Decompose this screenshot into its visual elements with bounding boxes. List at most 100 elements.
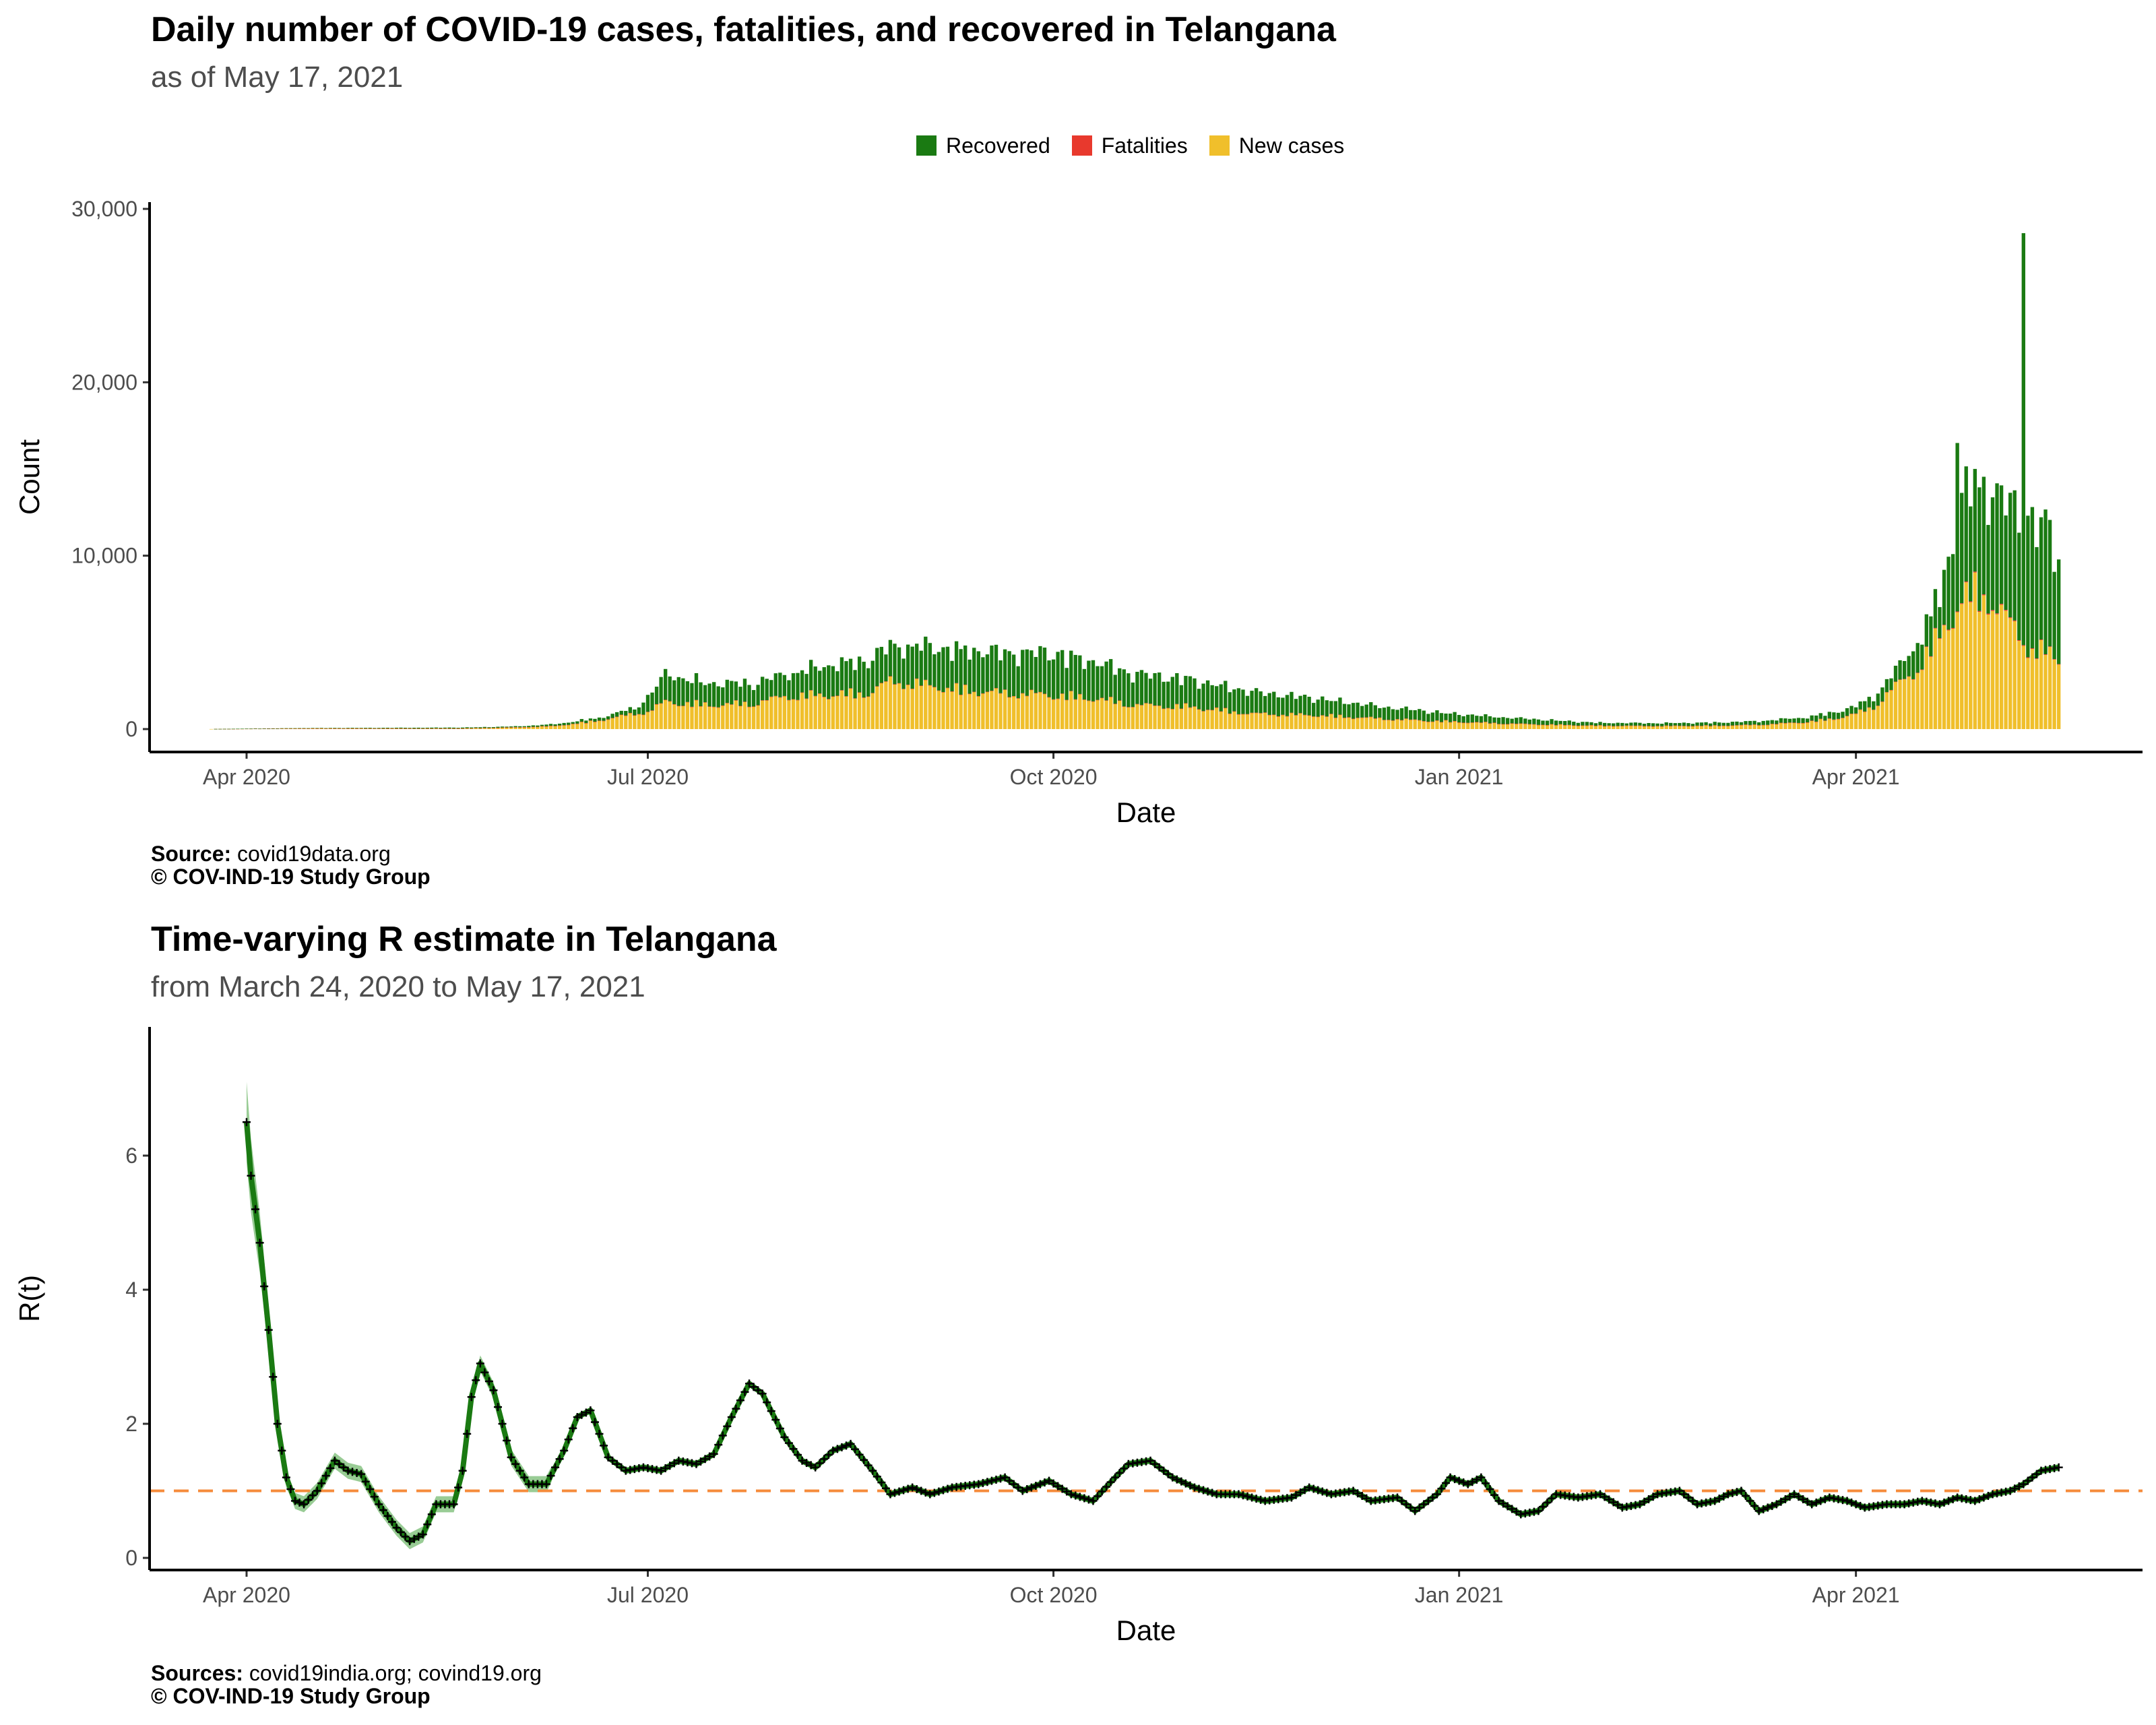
bar-recovered xyxy=(972,648,976,692)
bar-fatalities xyxy=(346,728,350,729)
bar-new-cases xyxy=(1678,726,1682,729)
bar-new-cases xyxy=(1113,703,1117,729)
bar-new-cases xyxy=(1999,604,2004,729)
bar-recovered xyxy=(879,646,884,683)
bar-fatalities xyxy=(531,726,536,728)
bar-recovered xyxy=(853,670,857,699)
bar-new-cases xyxy=(1581,725,1585,729)
bar-new-cases xyxy=(1157,705,1162,729)
bar-fatalities xyxy=(1739,724,1744,726)
bar-recovered xyxy=(734,681,738,701)
bar-recovered xyxy=(1938,606,1942,639)
bar-recovered xyxy=(1096,666,1100,700)
bar-recovered xyxy=(1589,722,1593,726)
bar-fatalities xyxy=(1272,714,1276,716)
bar-new-cases xyxy=(1435,720,1439,729)
bar-new-cases xyxy=(844,696,848,729)
bar-new-cases xyxy=(1087,700,1091,729)
bar-new-cases xyxy=(672,704,676,729)
bar-new-cases xyxy=(1510,723,1514,729)
bar-new-cases xyxy=(1558,724,1562,729)
bar-new-cases xyxy=(1391,720,1395,729)
bar-new-cases xyxy=(1404,718,1408,729)
bar-recovered xyxy=(1779,718,1783,723)
bar-new-cases xyxy=(1607,725,1611,729)
rt-confidence-band xyxy=(246,1081,2059,1550)
bar-recovered xyxy=(1969,506,1973,602)
bar-new-cases xyxy=(1889,690,1893,729)
bar-fatalities xyxy=(1254,712,1259,714)
bar-new-cases xyxy=(1047,697,1051,729)
bar-fatalities xyxy=(1488,723,1492,724)
bar-recovered xyxy=(1536,719,1541,725)
bar-new-cases xyxy=(888,676,893,729)
bar-recovered xyxy=(1347,704,1351,718)
bar-new-cases xyxy=(1236,714,1241,729)
bar-new-cases xyxy=(548,726,553,729)
bar-new-cases xyxy=(1338,714,1342,729)
bar-fatalities xyxy=(1779,722,1783,724)
bar-recovered xyxy=(827,665,831,699)
bar-recovered xyxy=(968,659,972,694)
bar-recovered xyxy=(615,712,619,717)
bar-fatalities xyxy=(734,700,738,701)
bar-recovered xyxy=(1678,722,1682,726)
bar-fatalities xyxy=(1170,709,1174,710)
bar-new-cases xyxy=(1920,670,1924,729)
bar-fatalities xyxy=(1479,722,1484,723)
bar-fatalities xyxy=(1766,724,1770,726)
bar-recovered xyxy=(579,719,584,722)
bar-fatalities xyxy=(924,679,928,681)
bar-fatalities xyxy=(354,728,359,729)
bar-fatalities xyxy=(1977,610,1981,613)
bar-new-cases xyxy=(1215,708,1219,729)
bar-new-cases xyxy=(567,724,571,729)
bar-recovered xyxy=(1228,692,1232,714)
bar-fatalities xyxy=(324,728,328,729)
bar-fatalities xyxy=(1003,689,1007,690)
legend-item-new-cases: New cases xyxy=(1209,133,1344,158)
bar-recovered xyxy=(765,679,769,701)
bar-recovered xyxy=(875,648,879,687)
bar-recovered xyxy=(1629,722,1633,726)
bar-fatalities xyxy=(1453,721,1457,722)
bar-recovered xyxy=(1148,679,1153,704)
bar-recovered xyxy=(1210,685,1214,710)
bar-new-cases xyxy=(1783,723,1787,729)
bar-fatalities xyxy=(1175,703,1179,705)
bar-recovered xyxy=(1325,700,1329,717)
bar-fatalities xyxy=(1951,627,1955,629)
bar-fatalities xyxy=(954,683,959,684)
bar-new-cases xyxy=(593,722,597,729)
bar-new-cases xyxy=(1382,720,1387,729)
bar-new-cases xyxy=(1135,703,1139,729)
chart1-xtick-label-4: Apr 2021 xyxy=(1812,765,1900,789)
bar-new-cases xyxy=(1241,714,1245,729)
bar-new-cases xyxy=(470,728,474,729)
bar-recovered xyxy=(1373,705,1377,719)
bar-fatalities xyxy=(1210,710,1214,711)
bar-fatalities xyxy=(1752,724,1756,725)
bar-fatalities xyxy=(271,728,275,729)
bar-new-cases xyxy=(1307,715,1311,729)
bar-fatalities xyxy=(1690,726,1695,727)
bar-new-cases xyxy=(536,726,540,729)
bar-new-cases xyxy=(474,728,478,729)
bar-fatalities xyxy=(1532,724,1536,725)
bar-fatalities xyxy=(1201,711,1205,712)
bar-new-cases xyxy=(751,706,756,729)
bar-recovered xyxy=(1338,697,1342,715)
bar-new-cases xyxy=(1426,722,1430,729)
bar-recovered xyxy=(1422,710,1426,722)
bar-new-cases xyxy=(1475,722,1479,729)
bar-new-cases xyxy=(800,692,804,729)
chart1-xtick-label-0: Apr 2020 xyxy=(203,765,290,789)
bar-recovered xyxy=(924,636,928,680)
bar-fatalities xyxy=(1744,724,1748,725)
bar-new-cases xyxy=(756,705,760,729)
bar-fatalities xyxy=(1439,722,1444,723)
bar-new-cases xyxy=(932,687,937,729)
bar-recovered xyxy=(474,727,478,728)
chart2-xtick-label-3: Jan 2021 xyxy=(1415,1583,1504,1607)
bar-fatalities xyxy=(1302,714,1307,716)
